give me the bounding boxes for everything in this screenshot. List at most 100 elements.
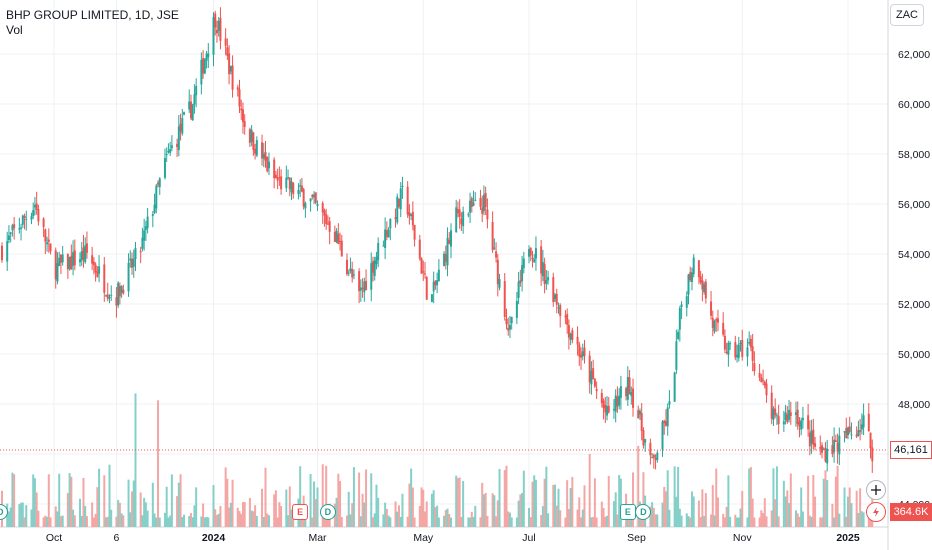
candle-body <box>632 388 635 408</box>
volume-bar <box>165 486 168 527</box>
candle-body <box>713 320 716 332</box>
volume-bar <box>822 478 825 527</box>
volume-bar <box>195 487 198 527</box>
volume-bar <box>651 502 654 527</box>
volume-bar <box>236 507 239 527</box>
volume-bar <box>510 517 513 527</box>
volume-bar <box>569 487 572 527</box>
candle-body <box>630 392 633 396</box>
candle-body <box>534 248 537 259</box>
candle-body <box>56 263 59 282</box>
volume-bar <box>72 509 75 527</box>
candle-body <box>42 218 45 227</box>
volume-bar <box>528 507 531 527</box>
volume-bar <box>309 473 312 527</box>
volume-bar <box>157 400 160 527</box>
candle-body <box>207 53 210 58</box>
candle-body <box>328 221 331 232</box>
volume-bar <box>94 514 97 527</box>
volume-bar <box>467 517 470 527</box>
candle-body <box>321 203 324 213</box>
candle-body <box>131 258 134 268</box>
candle-body <box>316 204 319 206</box>
dividend-event-marker[interactable]: D <box>635 504 652 520</box>
candle-body <box>333 231 336 242</box>
candle-body <box>44 229 47 242</box>
candle-body <box>638 410 641 415</box>
candle-body <box>49 243 52 252</box>
volume-bar <box>115 516 118 527</box>
volume-bar <box>335 497 338 527</box>
candle-body <box>547 277 550 281</box>
candle-body <box>566 314 569 325</box>
volume-bar <box>796 513 799 527</box>
volume-bar <box>205 516 208 527</box>
volume-bar <box>139 492 142 527</box>
candle-body <box>760 377 763 383</box>
candle-body <box>746 347 749 357</box>
candle-body <box>183 112 186 115</box>
candle-body <box>274 174 277 179</box>
candle-body <box>540 246 543 274</box>
lightning-icon[interactable] <box>866 502 886 522</box>
candle-body <box>619 386 622 398</box>
candle-body <box>765 383 768 396</box>
volume-bar <box>215 515 218 527</box>
candle-body <box>375 256 378 265</box>
candle-body <box>836 442 839 452</box>
volume-bar <box>491 493 494 527</box>
candle-body <box>810 430 813 444</box>
dividend-event-marker[interactable]: D <box>319 504 336 520</box>
volume-bar <box>503 470 506 527</box>
symbol-title[interactable]: BHP GROUP LIMITED, 1D, JSE <box>6 8 179 22</box>
candle-body <box>862 415 865 428</box>
volume-bar <box>727 475 730 527</box>
volume-bar <box>30 509 33 527</box>
crosshair-plus-icon[interactable] <box>866 480 886 500</box>
volume-indicator-label[interactable]: Vol <box>6 23 23 37</box>
volume-bar <box>20 502 23 527</box>
volume-bar <box>495 516 498 527</box>
volume-bar <box>163 512 166 527</box>
candle-body <box>1 245 3 261</box>
candle-body <box>614 395 617 412</box>
volume-bar <box>47 474 50 527</box>
volume-bar <box>566 480 569 527</box>
earnings-event-marker[interactable]: E <box>292 504 309 520</box>
candle-body <box>397 198 400 207</box>
candle-body <box>819 447 822 449</box>
candle-body <box>814 443 817 447</box>
candle-body <box>482 194 485 212</box>
volume-bar <box>736 517 739 527</box>
volume-bar <box>437 517 440 527</box>
candle-body <box>690 272 693 282</box>
candle-body <box>772 408 775 420</box>
volume-bar <box>460 516 463 527</box>
candle-body <box>751 346 754 361</box>
volume-bar <box>555 505 558 527</box>
volume-bar <box>191 517 194 527</box>
candle-body <box>25 218 28 220</box>
candle-body <box>359 287 362 291</box>
volume-bar <box>692 496 695 527</box>
candle-body <box>203 59 206 74</box>
volume-bar <box>337 473 340 527</box>
candle-body <box>503 281 506 318</box>
currency-button[interactable]: ZAC <box>890 4 924 26</box>
earnings-event-marker[interactable]: E <box>619 504 636 520</box>
candle-body <box>846 427 849 436</box>
candle-body <box>871 447 874 462</box>
volume-bar <box>370 473 373 527</box>
volume-bar <box>169 515 172 527</box>
candle-body <box>606 406 609 416</box>
volume-bar <box>345 515 348 527</box>
candle-body <box>399 188 402 210</box>
candle-body <box>600 392 603 403</box>
candle-body <box>444 253 447 262</box>
volume-bar <box>58 473 61 527</box>
volume-bar <box>834 476 837 527</box>
volume-bar <box>422 489 425 527</box>
volume-bar <box>212 485 215 527</box>
volume-bar <box>54 506 57 527</box>
